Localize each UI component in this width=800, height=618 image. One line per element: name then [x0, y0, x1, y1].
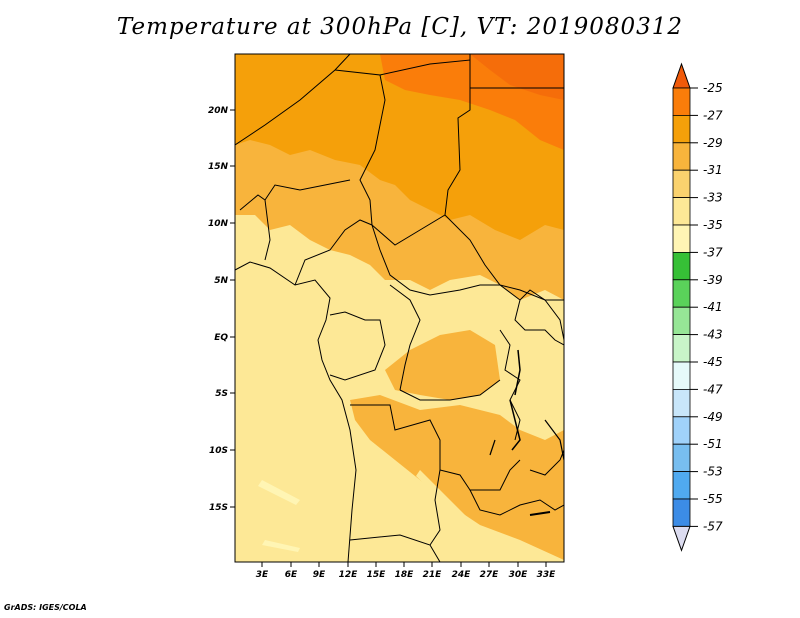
lon-tick-label: 27E	[480, 570, 500, 580]
lon-tick-label: 6E	[285, 570, 298, 580]
colorbar-label: -45	[703, 355, 723, 369]
map-frame	[234, 53, 565, 563]
colorbar-label: -43	[703, 328, 723, 342]
lat-labels: 20N 15N 10N 5N EQ 5S 10S 15S	[208, 106, 229, 513]
colorbar-label: -35	[703, 218, 723, 232]
colorbar-bottom-arrow	[672, 525, 691, 552]
lon-tick-label: 24E	[452, 570, 472, 580]
lon-tick-label: 9E	[313, 570, 326, 580]
colorbar-swatch	[672, 388, 691, 418]
grads-credit: GrADS: IGES/COLA	[4, 603, 87, 612]
lon-tick-label: 30E	[509, 570, 529, 580]
map-title: Temperature at 300hPa [C], VT: 201908031…	[116, 14, 684, 40]
colorbar-swatch	[672, 142, 691, 171]
field-streak-1	[258, 480, 300, 505]
colorbar-swatch	[672, 416, 691, 445]
colorbar-swatch	[672, 306, 691, 336]
colorbar-label: -29	[703, 136, 723, 150]
lon-labels: 3E 6E 9E 12E 15E 18E 21E 24E 27E 30E 33E	[256, 570, 556, 580]
lat-axis	[230, 109, 235, 508]
colorbar-label: -55	[703, 492, 723, 506]
lat-tick-label: 20N	[208, 106, 229, 116]
colorbar-swatch	[672, 334, 691, 363]
lon-tick-label: 12E	[339, 570, 359, 580]
field-patch-congo	[385, 330, 500, 400]
colorbar: -25 -27 -29 -31 -33 -35 -37 -39 -41 -43 -45 -47 -49 -…	[672, 62, 723, 552]
colorbar-label: -49	[703, 410, 723, 424]
temperature-field	[235, 54, 564, 562]
colorbar-label: -53	[703, 465, 723, 479]
colorbar-swatch	[672, 115, 691, 144]
colorbar-swatch	[672, 361, 691, 390]
lat-tick-label: 15N	[208, 162, 229, 172]
lat-tick-label: EQ	[214, 333, 228, 343]
colorbar-swatch	[672, 498, 691, 527]
lon-axis	[261, 562, 547, 567]
colorbar-top-arrow	[672, 62, 691, 89]
colorbar-swatch	[672, 169, 691, 198]
lat-tick-label: 5N	[214, 276, 228, 286]
colorbar-swatch	[672, 279, 691, 308]
colorbar-swatch	[672, 443, 691, 473]
colorbar-label: -51	[703, 437, 723, 451]
lat-tick-label: 10S	[209, 446, 228, 456]
colorbar-label: -25	[703, 81, 723, 95]
field-band-27	[380, 54, 564, 150]
lon-tick-label: 18E	[395, 570, 415, 580]
lon-tick-label: 33E	[537, 570, 557, 580]
lat-tick-label: 10N	[208, 219, 229, 229]
colorbar-label: -47	[703, 382, 723, 396]
field-streak-2	[416, 470, 470, 524]
colorbar-label: -33	[703, 191, 723, 205]
colorbar-swatch	[672, 197, 691, 226]
colorbar-swatch	[672, 471, 691, 500]
lat-tick-label: 5S	[215, 389, 228, 399]
lon-tick-label: 21E	[423, 570, 443, 580]
colorbar-label: -41	[703, 300, 723, 314]
field-streak-3	[262, 540, 300, 552]
colorbar-label: -39	[703, 273, 723, 287]
colorbar-swatch	[672, 251, 691, 281]
colorbar-label: -27	[703, 108, 723, 122]
field-band-31-south	[350, 395, 564, 560]
colorbar-swatch	[672, 224, 691, 253]
colorbar-label: -31	[703, 163, 723, 177]
lon-tick-label: 15E	[367, 570, 387, 580]
country-borders	[235, 54, 564, 562]
colorbar-label: -37	[703, 245, 723, 259]
lat-tick-label: 15S	[209, 503, 228, 513]
colorbar-label: -57	[703, 519, 723, 533]
colorbar-swatch	[672, 87, 691, 116]
lon-tick-label: 3E	[256, 570, 269, 580]
